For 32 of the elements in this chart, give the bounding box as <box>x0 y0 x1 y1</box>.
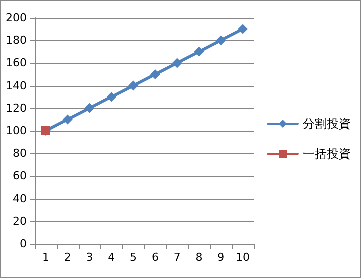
y-tick-label: 160 <box>6 56 27 70</box>
y-tick-label: 120 <box>6 102 27 115</box>
point <box>150 70 160 80</box>
x-tick-label: 10 <box>236 251 250 264</box>
x-tick-label: 3 <box>86 251 94 264</box>
point <box>194 46 204 57</box>
point <box>84 103 95 114</box>
y-tick-label: 60 <box>13 170 27 183</box>
y-tick-label: 140 <box>6 79 27 92</box>
legend-label: 一括投資 <box>303 147 351 161</box>
x-tick-label: 8 <box>196 251 203 264</box>
point <box>172 58 182 68</box>
point <box>128 80 139 91</box>
y-tick-label: 0 <box>20 238 27 250</box>
y-tick-label: 20 <box>13 214 27 228</box>
point <box>62 114 73 125</box>
y-tick-label: 40 <box>13 192 27 206</box>
x-tick-label: 1 <box>42 251 50 264</box>
x-tick-label: 2 <box>64 251 72 264</box>
point <box>106 92 117 102</box>
point <box>216 36 226 46</box>
x-tick-label: 4 <box>108 251 116 264</box>
x-tick-label: 5 <box>130 251 138 264</box>
point <box>238 24 248 34</box>
legend-label: 分割投資 <box>303 117 351 131</box>
x-tick-label: 9 <box>218 251 225 264</box>
y-tick-label: 100 <box>6 124 27 138</box>
y-tick-label: 80 <box>13 147 27 160</box>
x-tick-label: 6 <box>152 251 159 264</box>
x-tick-label: 7 <box>174 251 181 264</box>
y-tick-label: 200 <box>6 12 27 24</box>
y-tick-label: 180 <box>6 34 27 48</box>
